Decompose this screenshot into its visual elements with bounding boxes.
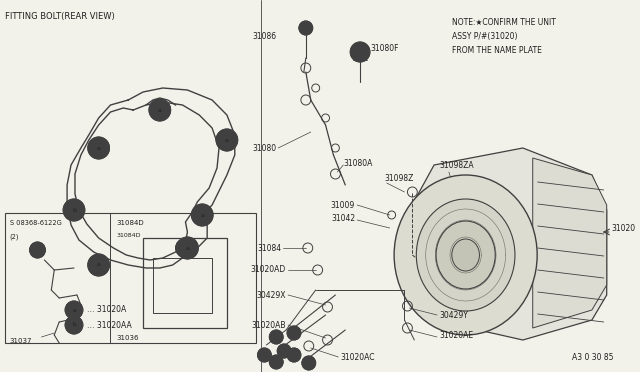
Circle shape [88, 254, 109, 276]
Text: 31080: 31080 [252, 144, 276, 153]
Text: (2): (2) [10, 233, 19, 240]
Text: 31098Z: 31098Z [385, 173, 414, 183]
Text: b: b [72, 323, 76, 327]
Text: … 31020AA: … 31020AA [87, 321, 132, 330]
Text: 31020AB: 31020AB [252, 321, 286, 330]
Text: FROM THE NAME PLATE: FROM THE NAME PLATE [452, 46, 541, 55]
Text: b: b [72, 208, 76, 212]
Circle shape [257, 348, 271, 362]
Text: 31084D: 31084D [116, 220, 144, 226]
Text: 31086: 31086 [252, 32, 276, 41]
Text: 31020AE: 31020AE [439, 330, 473, 340]
Text: 31020AC: 31020AC [340, 353, 375, 362]
Circle shape [269, 330, 283, 344]
Circle shape [191, 204, 213, 226]
Text: 31036: 31036 [116, 335, 139, 341]
Bar [143, 238, 227, 328]
Text: ASSY P/#(31020): ASSY P/#(31020) [452, 32, 517, 41]
Circle shape [65, 301, 83, 319]
Circle shape [350, 42, 370, 62]
Text: … 31020A: … 31020A [87, 305, 126, 314]
Text: 31020AD: 31020AD [251, 266, 286, 275]
Bar [153, 258, 212, 313]
Ellipse shape [416, 199, 515, 311]
Circle shape [149, 99, 171, 121]
Text: 31098ZA: 31098ZA [439, 160, 474, 170]
Circle shape [175, 239, 193, 257]
Text: 31080F: 31080F [370, 44, 399, 52]
Polygon shape [410, 148, 607, 340]
Circle shape [269, 355, 283, 369]
Text: 31009: 31009 [331, 201, 355, 209]
Text: 31037: 31037 [10, 338, 33, 344]
Circle shape [88, 137, 109, 159]
Text: 31020: 31020 [612, 224, 636, 232]
Polygon shape [532, 158, 607, 328]
Text: a: a [72, 308, 76, 312]
Text: 31084: 31084 [257, 244, 281, 253]
Circle shape [29, 242, 45, 258]
Circle shape [216, 129, 237, 151]
Text: a: a [158, 108, 162, 112]
Text: a: a [225, 138, 229, 142]
Circle shape [277, 344, 291, 358]
Ellipse shape [452, 239, 479, 271]
Text: a: a [186, 246, 189, 250]
Text: A3 0 30 85: A3 0 30 85 [572, 353, 614, 362]
Text: 31084D: 31084D [116, 233, 141, 238]
Text: a: a [200, 212, 204, 218]
Circle shape [63, 199, 85, 221]
Circle shape [65, 316, 83, 334]
Text: 30429Y: 30429Y [439, 311, 468, 320]
Bar [5, 213, 257, 343]
Text: FITTING BOLT(REAR VIEW): FITTING BOLT(REAR VIEW) [5, 12, 115, 21]
Circle shape [302, 356, 316, 370]
Text: NOTE:★CONFIRM THE UNIT: NOTE:★CONFIRM THE UNIT [452, 18, 556, 27]
Circle shape [299, 21, 313, 35]
Circle shape [177, 237, 198, 259]
Text: 30429X: 30429X [257, 291, 286, 299]
Text: S 08368-6122G: S 08368-6122G [10, 220, 61, 226]
Text: 31042: 31042 [331, 214, 355, 222]
Text: a: a [97, 145, 100, 151]
Ellipse shape [436, 221, 495, 289]
Circle shape [287, 326, 301, 340]
Text: 31080A: 31080A [343, 158, 372, 167]
Ellipse shape [394, 175, 537, 335]
Text: a: a [97, 263, 100, 267]
Circle shape [287, 348, 301, 362]
